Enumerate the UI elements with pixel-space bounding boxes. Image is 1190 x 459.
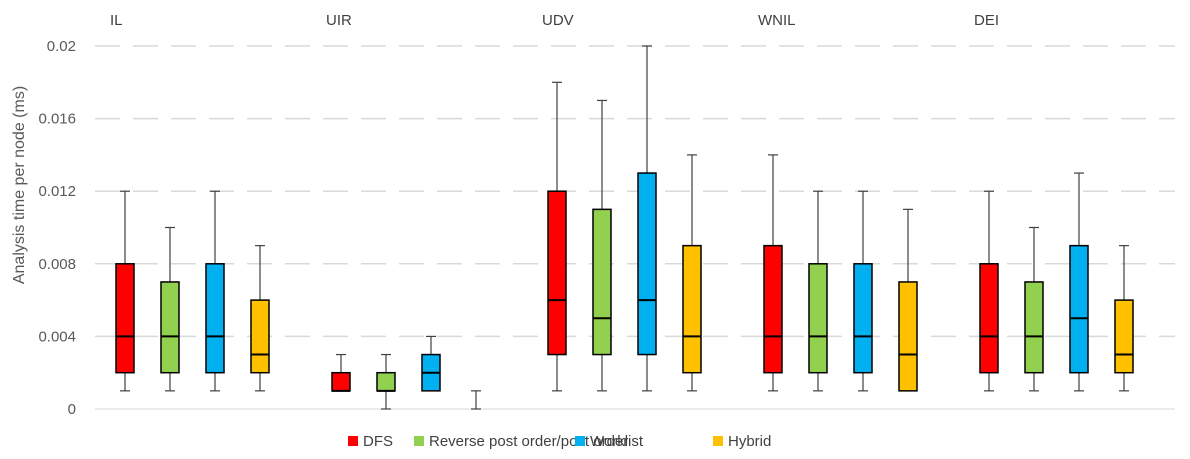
- box-body: [115, 263, 135, 374]
- box-body: [592, 208, 612, 356]
- box-body: [853, 263, 873, 374]
- box-body: [637, 172, 657, 356]
- box-udv-hybrid: [682, 154, 702, 392]
- box-body: [1069, 244, 1089, 374]
- box-body: [160, 281, 180, 374]
- box-body: [1114, 299, 1134, 374]
- box-il-worklist: [205, 190, 225, 392]
- box-body: [808, 263, 828, 374]
- category-label: UIR: [326, 12, 352, 29]
- legend-swatch: [713, 436, 723, 446]
- box-udv-worklist: [637, 45, 657, 392]
- box-body: [547, 190, 567, 356]
- legend-label: DFS: [363, 433, 393, 450]
- box-body: [979, 263, 999, 374]
- legend-label: Hybrid: [728, 433, 771, 450]
- box-wnil-hybrid: [898, 208, 918, 392]
- box-body: [898, 281, 918, 392]
- box-il-dfs: [115, 190, 135, 392]
- box-body: [205, 263, 225, 374]
- box-wnil-dfs: [763, 154, 783, 392]
- legend: DFS Reverse post order/post orderWorklist…: [348, 433, 771, 450]
- legend-item: Worklist: [575, 433, 644, 450]
- legend-swatch: [575, 436, 585, 446]
- box-il-reverse-post-order-post-order: [160, 226, 180, 392]
- box-dei-dfs: [979, 190, 999, 392]
- box-wnil-worklist: [853, 190, 873, 392]
- gridlines: [95, 45, 1175, 338]
- legend-item: Hybrid: [713, 433, 771, 450]
- y-axis-tick-labels: 0 0.004 0.008 0.012 0.016 0.02: [38, 38, 76, 418]
- box-wnil-reverse-post-order-post-order: [808, 190, 828, 392]
- box-udv-reverse-post-order-post-order: [592, 99, 612, 392]
- boxes: [115, 45, 1134, 410]
- y-axis-title: Analysis time per node (ms): [11, 86, 28, 284]
- box-body: [1024, 281, 1044, 374]
- legend-swatch: [414, 436, 424, 446]
- box-dei-reverse-post-order-post-order: [1024, 226, 1044, 392]
- y-tick-label: 0.004: [38, 328, 76, 345]
- box-udv-dfs: [547, 81, 567, 392]
- box-body: [376, 371, 396, 392]
- box-il-hybrid: [250, 245, 270, 392]
- box-dei-hybrid: [1114, 245, 1134, 392]
- box-dei-worklist: [1069, 172, 1089, 392]
- y-tick-label: 0.02: [47, 38, 76, 55]
- y-tick-label: 0.008: [38, 256, 76, 273]
- y-tick-label: 0.016: [38, 111, 76, 128]
- category-label: UDV: [542, 12, 574, 29]
- category-labels: IL UIR UDV WNIL DEI: [110, 12, 999, 29]
- category-label: DEI: [974, 12, 999, 29]
- category-label: IL: [110, 12, 123, 29]
- box-body: [331, 371, 351, 392]
- box-body: [763, 244, 783, 374]
- category-label: WNIL: [758, 12, 796, 29]
- box-uir-dfs: [331, 353, 351, 392]
- legend-swatch: [348, 436, 358, 446]
- legend-item: DFS: [348, 433, 393, 450]
- box-body: [682, 244, 702, 374]
- y-tick-label: 0: [68, 401, 76, 418]
- box-uir-hybrid: [471, 390, 481, 410]
- box-uir-reverse-post-order-post-order: [376, 353, 396, 410]
- box-uir-worklist: [421, 335, 441, 392]
- y-tick-label: 0.012: [38, 183, 76, 200]
- box-body: [250, 299, 270, 374]
- legend-label: Worklist: [590, 433, 644, 450]
